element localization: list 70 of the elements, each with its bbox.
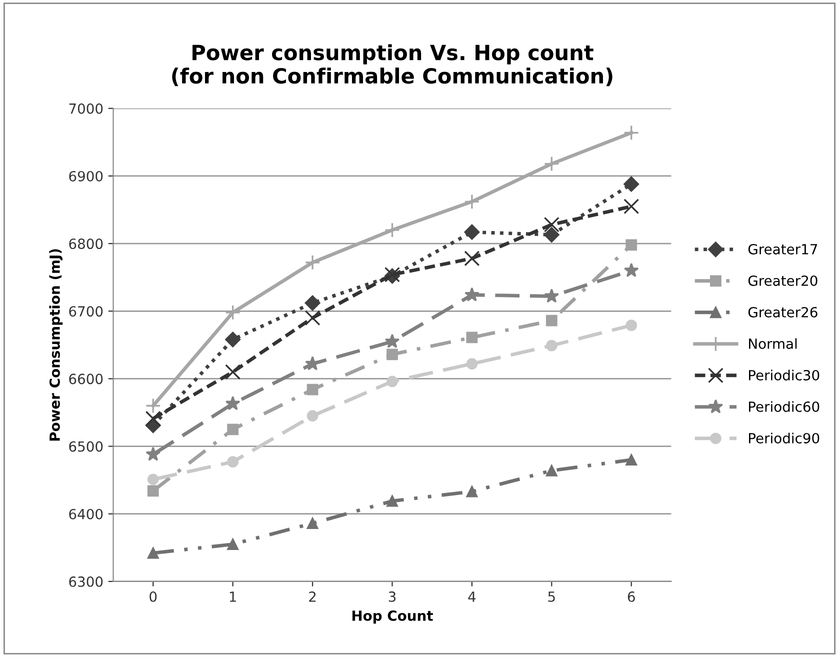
legend-label: Periodic90: [749, 432, 820, 444]
point: [544, 288, 560, 303]
x-tick-label: 1: [230, 592, 236, 602]
legend-label: Greater17: [748, 244, 818, 254]
point: [466, 332, 478, 344]
point: [386, 495, 398, 507]
point: [227, 538, 239, 550]
point: [544, 216, 560, 232]
x-tick-label: 3: [388, 591, 396, 602]
point: [546, 340, 558, 352]
point: [546, 464, 558, 476]
x-tick-label: 6: [628, 591, 635, 602]
point: [624, 176, 640, 192]
legend-label: Greater26: [748, 306, 818, 318]
point: [225, 332, 241, 348]
point: [227, 424, 239, 436]
y-tick-label: 6500: [69, 441, 103, 452]
point: [626, 320, 638, 332]
point: [546, 314, 558, 326]
point: [384, 222, 400, 238]
y-axis-title: Power Consumption (mJ): [49, 249, 63, 441]
point: [466, 358, 478, 370]
point: [464, 194, 480, 210]
point: [624, 262, 639, 278]
y-tick-label: 6400: [69, 508, 103, 520]
point: [145, 410, 161, 426]
x-axis-title: Hop Count: [352, 610, 433, 624]
y-tick-label: 7000: [69, 103, 103, 114]
y-tick-label: 6300: [69, 576, 103, 587]
point: [304, 254, 320, 270]
y-tick-label: 6700: [69, 306, 103, 317]
point: [544, 156, 560, 172]
point: [544, 227, 560, 242]
point: [384, 334, 400, 348]
point: [225, 304, 241, 320]
y-tick-label: 6900: [69, 170, 103, 182]
point: [225, 396, 240, 410]
y-tick-label: 6600: [69, 374, 103, 384]
point: [624, 124, 640, 141]
point: [466, 486, 478, 498]
point: [386, 348, 398, 360]
point: [306, 410, 318, 422]
point: [386, 376, 398, 388]
x-tick-label: 2: [309, 591, 316, 602]
point: [464, 250, 480, 266]
point: [624, 198, 640, 214]
legend-label: Periodic30: [749, 370, 820, 380]
point: [306, 518, 318, 530]
point: [227, 456, 239, 468]
point: [626, 239, 638, 251]
point: [146, 446, 161, 461]
point: [304, 310, 320, 326]
y-tick-label: 6800: [69, 238, 103, 250]
point: [464, 224, 480, 240]
point: [306, 384, 318, 396]
point: [147, 485, 159, 497]
legend-label: Normal: [749, 338, 797, 349]
point: [225, 364, 241, 380]
x-tick-label: 0: [150, 591, 157, 602]
point: [626, 454, 638, 466]
x-tick-label: 5: [548, 592, 555, 602]
point: [464, 287, 480, 302]
legend-label: Periodic60: [749, 401, 820, 412]
point: [147, 547, 159, 559]
chart-title: Power consumption Vs. Hop count (for non Confirmable Communication): [172, 44, 612, 86]
x-tick-label: 4: [468, 592, 476, 602]
point: [145, 398, 161, 414]
point: [147, 474, 159, 486]
legend-label: Greater20: [748, 275, 818, 286]
point: [304, 295, 320, 311]
